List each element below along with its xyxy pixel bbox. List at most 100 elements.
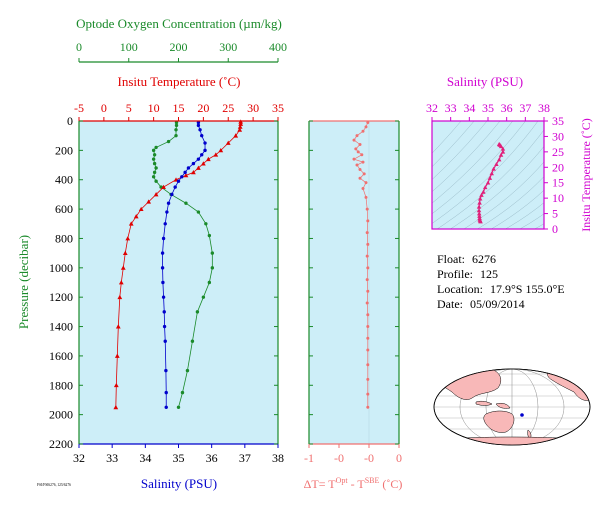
info-date: Date: 05/09/2014 (437, 297, 525, 312)
salinity-point (164, 368, 168, 373)
oxygen-point (184, 201, 188, 205)
ts-salinity-tick-label: 33 (445, 101, 457, 115)
delta-t-point (366, 377, 370, 381)
ts-temperature-tick-label: 5 (552, 207, 558, 221)
ts-temperature-tick-label: 25 (552, 145, 564, 159)
delta-t-point (352, 157, 356, 161)
oxygen-point (210, 251, 215, 255)
profile-series (113, 119, 244, 410)
ts-point (482, 185, 488, 190)
salinity-point (200, 153, 204, 157)
temperature-point (238, 121, 244, 126)
pressure-axis-title: Pressure (decibar) (16, 235, 31, 329)
salinity-point (183, 170, 187, 175)
oxygen-tick-label: 100 (120, 40, 138, 54)
info-float-label: Float: (437, 252, 466, 266)
pressure-tick-label: 1600 (49, 349, 73, 363)
oxygen-point (151, 157, 156, 161)
salinity-tick-label: 36 (206, 451, 218, 465)
temperature-tick-label: -5 (74, 101, 84, 115)
delta-t-point (362, 172, 366, 176)
delta-t-point (366, 405, 370, 409)
pressure-tick-label: 800 (55, 231, 73, 245)
temperature-point (128, 221, 134, 226)
ts-point (477, 215, 482, 220)
salinity-point (170, 192, 174, 197)
ts-salinity-tick-label: 38 (538, 101, 550, 115)
globe-graticule (434, 369, 590, 445)
ts-point (500, 149, 506, 154)
delta-t-point (364, 125, 368, 129)
oxygen-point (207, 233, 212, 238)
salinity-point (161, 236, 166, 241)
delta-t-point (366, 336, 370, 340)
ts-salinity-tick-label: 34 (463, 101, 475, 115)
temperature-tick-label: 20 (197, 101, 209, 115)
temperature-point (125, 236, 131, 241)
land-australia (483, 410, 515, 433)
temperature-axis-title: Insitu Temperature (˚C) (117, 74, 240, 89)
delta-t-point (365, 301, 369, 305)
ts-point (485, 180, 491, 185)
salinity-point (180, 175, 184, 179)
oxygen-tick-label: 0 (76, 40, 82, 54)
delta-t-point (364, 181, 368, 185)
ts-series (476, 141, 506, 224)
delta-t-point (354, 147, 358, 151)
info-location: Location: 17.9°S 155.0°E (437, 282, 565, 297)
delta-t-point (365, 207, 369, 211)
info-profile: Profile: 125 (437, 267, 498, 282)
ts-temperature-tick-label: 0 (552, 222, 558, 236)
profile-panel-background (79, 121, 278, 444)
salinity-tick-label: 38 (272, 451, 284, 465)
temperature-point (118, 280, 124, 285)
oxygen-point (174, 120, 179, 125)
oxygen-point (195, 310, 200, 314)
temperature-tick-label: 10 (148, 101, 160, 115)
temperature-point (122, 250, 128, 256)
land-indonesia (475, 400, 493, 406)
pressure-tick-label: 1800 (49, 378, 73, 392)
oxygen-point (151, 148, 156, 153)
pressure-tick-label: 200 (55, 143, 73, 157)
ts-density-contour (432, 121, 514, 204)
ts-salinity-tick-label: 36 (501, 101, 513, 115)
oxygen-axis-title: Optode Oxygen Concentration (µm/kg) (76, 16, 282, 31)
temperature-point (120, 265, 126, 270)
salinity-point (163, 222, 167, 226)
delta-t-tick-label: -1 (304, 451, 314, 465)
ts-salinity-axis-title: Salinity (PSU) (447, 74, 523, 89)
pressure-tick-label: 0 (67, 114, 73, 128)
delta-t-point (366, 325, 370, 329)
oxygen-point (154, 179, 158, 183)
ts-point (494, 161, 499, 166)
ts-salinity-tick-label: 37 (519, 101, 531, 115)
salinity-point (191, 161, 196, 166)
salinity-tick-label: 32 (73, 451, 85, 465)
salinity-point (163, 339, 167, 343)
ts-salinity-tick-label: 32 (426, 101, 438, 115)
delta-t-point (366, 120, 370, 124)
temperature-point (161, 184, 166, 189)
delta-t-point (358, 176, 362, 180)
delta-t-point (360, 153, 364, 157)
oxygen-point (180, 390, 185, 395)
temperature-point (115, 324, 121, 329)
temperature-point (237, 127, 243, 132)
oxygen-point (152, 153, 157, 157)
ts-temperature-tick-label: 15 (552, 176, 564, 190)
salinity-point (162, 310, 166, 314)
profile-axes: 0200400600800100012001400160018002000220… (49, 40, 287, 465)
temperature-point (237, 124, 243, 129)
pressure-tick-label: 2200 (49, 437, 73, 451)
oxygen-point (196, 210, 201, 214)
delta-t-tick-label: -0 (364, 451, 374, 465)
temperature-point (114, 353, 120, 358)
delta-t-point (365, 278, 369, 282)
delta-t-point (366, 313, 370, 317)
oxygen-point (174, 133, 178, 138)
info-location-label: Location: (437, 282, 483, 296)
info-profile-value: 125 (480, 267, 498, 281)
float-location-marker (520, 413, 524, 417)
oxygen-point (174, 128, 178, 132)
